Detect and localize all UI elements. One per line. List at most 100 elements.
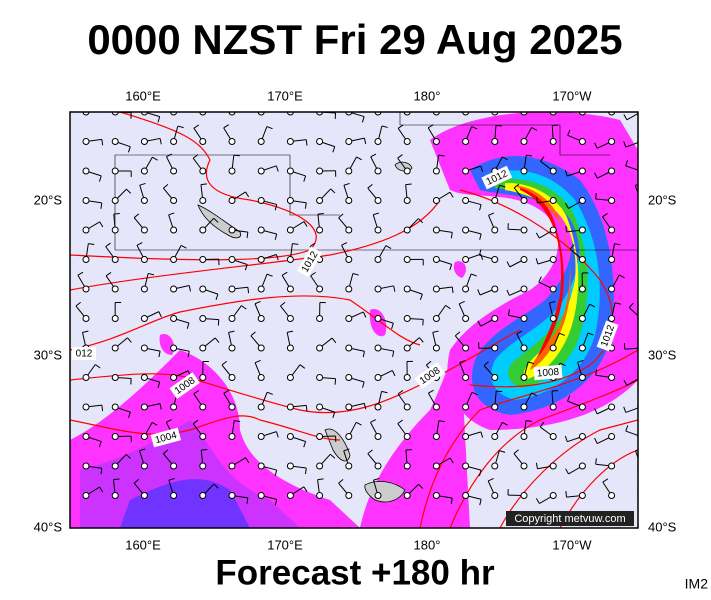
station — [228, 374, 236, 381]
wind-barb-flag — [438, 154, 445, 157]
wind-barb-flag — [516, 330, 523, 335]
station — [199, 256, 207, 263]
station — [199, 433, 207, 440]
wind-barb-flag — [101, 139, 104, 146]
wind-barb-flag — [391, 370, 396, 377]
station — [432, 138, 440, 145]
station — [82, 374, 90, 381]
station — [374, 226, 382, 234]
station — [345, 138, 353, 145]
station — [170, 315, 178, 322]
wind-barb-flag — [158, 311, 162, 318]
wind-barb — [625, 165, 638, 171]
station — [520, 138, 528, 145]
station — [82, 226, 90, 234]
station — [403, 374, 411, 381]
station — [199, 462, 207, 470]
station — [608, 492, 616, 499]
wind-barb-flag — [317, 478, 324, 481]
station — [111, 492, 119, 499]
wind-barb-flag — [397, 419, 403, 425]
station — [228, 226, 236, 234]
wind-barb — [260, 112, 262, 113]
wind-barb-flag — [480, 165, 484, 172]
wind-barb-flag — [559, 332, 565, 336]
station — [432, 167, 440, 175]
wind-barb-flag — [274, 499, 278, 506]
wind-barb-flag — [280, 301, 286, 307]
wind-barb-flag — [305, 467, 307, 475]
station — [111, 256, 119, 263]
wind-barb-flag — [567, 129, 571, 136]
wind-barb-flag — [507, 309, 511, 316]
station — [257, 492, 265, 499]
station — [491, 492, 499, 499]
station — [199, 226, 207, 234]
map: 1012 1012 012 1008 1004 1008 1008 1012 C… — [70, 95, 638, 528]
station — [199, 403, 207, 411]
station — [608, 285, 616, 293]
station — [491, 138, 499, 145]
station — [140, 226, 148, 234]
station — [257, 344, 265, 352]
wind-barb-flag — [241, 305, 247, 310]
wind-barb-flag — [451, 286, 454, 294]
station — [199, 492, 207, 499]
station — [345, 492, 353, 499]
wind-barb — [628, 307, 638, 317]
wind-barb-flag — [565, 468, 569, 475]
station — [403, 197, 411, 204]
wind-barb-flag — [449, 457, 454, 464]
station — [345, 226, 353, 234]
station — [578, 226, 586, 234]
station — [520, 256, 528, 263]
wind-barb-flag — [625, 160, 629, 167]
wind-barb-flag — [460, 95, 466, 97]
wind-barb-flag — [332, 411, 336, 418]
station — [549, 492, 557, 499]
station — [578, 167, 586, 175]
station — [520, 492, 528, 499]
station — [140, 256, 148, 263]
station — [578, 315, 586, 322]
wind-barb-flag — [222, 96, 227, 100]
wind-barb-flag — [303, 441, 307, 448]
wind-barb-flag — [180, 244, 187, 249]
station — [345, 344, 353, 352]
station — [578, 285, 586, 293]
wind-barb-flag — [343, 182, 350, 186]
wind-barb-flag — [362, 351, 365, 358]
station — [462, 315, 470, 322]
station — [170, 256, 178, 263]
wind-barb-flag — [213, 217, 219, 223]
wind-barb-flag — [275, 431, 279, 438]
wind-barb-flag — [499, 450, 506, 453]
station — [257, 167, 265, 175]
wind-barb-flag — [549, 301, 556, 304]
wind-barb-flag — [367, 449, 373, 455]
station — [462, 256, 470, 263]
wind-barb-flag — [100, 202, 103, 209]
wind-barb-flag — [292, 243, 299, 245]
wind-barb-flag — [449, 264, 453, 271]
station — [257, 315, 265, 322]
wind-barb — [231, 112, 232, 113]
wind-barb-flag — [477, 320, 482, 327]
station — [199, 167, 207, 175]
station — [520, 433, 528, 440]
station — [549, 433, 557, 440]
station — [374, 256, 382, 263]
wind-barb-flag — [540, 156, 545, 162]
station — [140, 492, 148, 499]
station — [432, 256, 440, 263]
station — [82, 403, 90, 411]
wind-barb-flag — [419, 293, 423, 300]
wind-barb-flag — [88, 243, 95, 246]
wind-barb-flag — [565, 491, 567, 498]
station — [82, 315, 90, 322]
wind-barb-flag — [418, 483, 424, 489]
wind-barb-flag — [614, 302, 621, 305]
station — [228, 197, 236, 204]
wind-barb-flag — [397, 390, 404, 395]
station — [286, 433, 294, 440]
